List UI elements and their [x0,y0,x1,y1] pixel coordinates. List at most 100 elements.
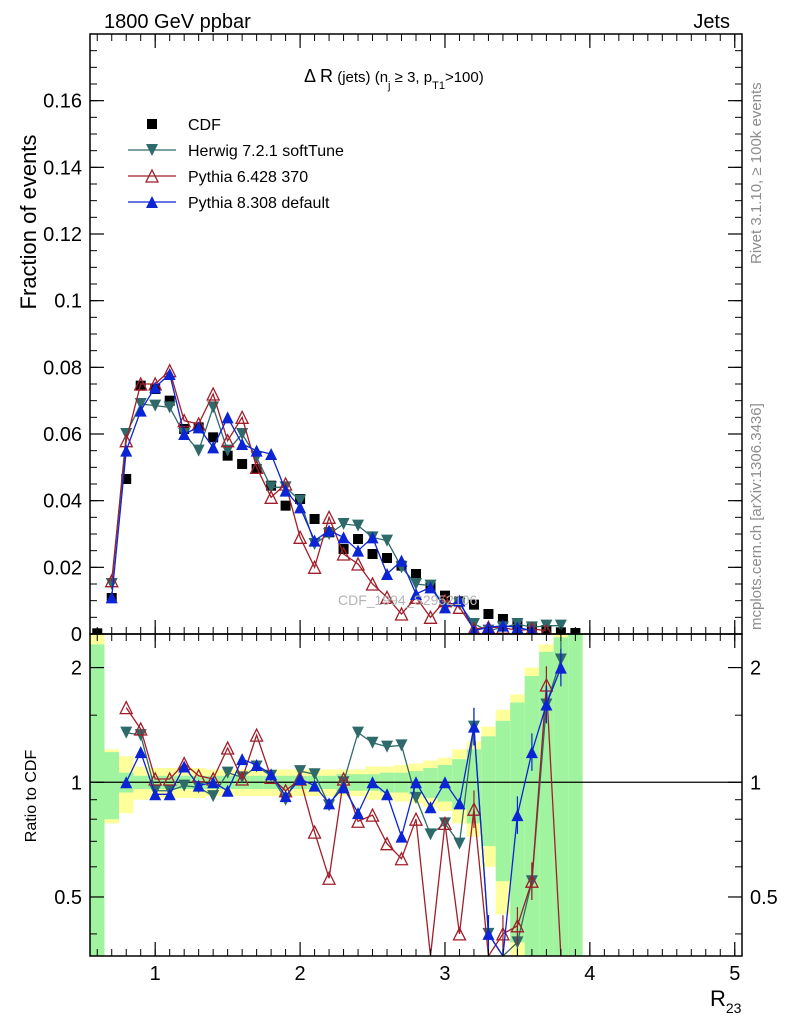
legend-entry: Pythia 6.428 370 [128,168,308,186]
ratio-pythia [120,648,567,956]
ratio-point [366,736,379,749]
data-point [353,534,364,544]
ratio-pythia [119,666,562,956]
data-point [309,514,320,524]
plot-title-sub1: (jets) (n [333,69,388,86]
data-point [149,381,162,394]
ratio-point [250,759,263,772]
data-point [104,573,119,588]
data-point [207,441,220,454]
legend-entry: CDF [147,117,221,134]
ratio-point [249,727,264,742]
data-point [221,444,234,457]
band-green-bin [90,644,105,956]
ratio-point [235,771,250,786]
legend-marker [146,196,158,208]
data-point [208,432,219,443]
ratio-point [524,873,539,888]
legend-entry: Herwig 7.2.1 softTune [128,143,344,160]
xtick-label: 5 [729,963,740,985]
data-point [264,489,279,504]
ytick-label-top: 0.04 [43,491,82,513]
ratio-point [308,768,321,781]
ratio-point [438,776,451,789]
data-point [381,568,394,580]
ratio-point [265,768,278,781]
data-point [365,576,380,591]
data-point [424,581,437,594]
ratio-series [119,640,567,956]
ytick-label-top: 0.16 [43,91,82,113]
ytick-label-top: 0.14 [43,157,82,179]
ratio-point [365,807,380,822]
ratio-point [408,811,424,826]
ratio-point [381,740,394,753]
legend: CDF Herwig 7.2.1 softTune Pythia 6.428 370… [128,117,344,212]
ratio-point [134,746,147,759]
ratio-point [236,753,249,766]
data-point [237,459,248,469]
data-point [366,531,379,544]
data-point [382,553,393,563]
legend-label: Pythia 6.428 370 [188,169,308,186]
data-point [381,534,394,547]
ratio-point [395,739,408,752]
data-point [496,619,509,632]
xtick-label: 1 [150,963,161,985]
ytick-label-top: 0.12 [43,224,82,246]
data-point [250,444,263,457]
data-point [554,619,567,632]
ratio-point [308,779,321,792]
series-herwig [105,398,567,634]
data-point [236,428,249,440]
ratio-point [467,720,480,733]
ratio-point [148,771,163,786]
ytick-label-top: 0 [71,624,82,646]
ytick-label-top: 0.02 [43,557,82,579]
ratio-point [178,779,191,792]
legend-marker [144,168,160,183]
data-point [308,534,321,547]
ratio-point [294,765,307,778]
ytick-label-top: 0.08 [43,357,82,379]
data-point [438,601,451,614]
legend-marker [146,144,158,156]
data-point [352,544,365,557]
xtick-label: 4 [584,963,595,985]
ratio-point [437,815,453,831]
band-green-bin [524,676,540,956]
data-point [352,519,365,532]
data-point [337,531,350,544]
data-point [265,448,278,460]
ratio-point [163,788,176,801]
ytick-label-top: 0.06 [43,424,82,446]
ytick-label-top: 0.1 [54,291,82,313]
series-pythia [105,368,537,634]
band-green-bin [466,749,482,824]
series-cdf [92,380,581,634]
ytick-label-ratio-left: 0.5 [54,887,82,909]
data-point [120,444,133,457]
data-point [178,428,191,440]
ratio-point [133,721,148,736]
band-green-bin [495,720,511,882]
data-point [149,399,162,412]
ytick-label-ratio-right: 2 [750,658,761,680]
legend-label: Pythia 8.308 default [188,195,330,212]
ratio-point [453,797,466,810]
data-point [336,546,351,561]
ytick-label-ratio-left: 2 [71,658,82,680]
legend-label: Herwig 7.2.1 softTune [188,143,344,160]
data-point [163,401,176,414]
data-point [410,588,422,600]
data-point [497,614,508,624]
data-point [322,509,337,524]
data-point [350,556,366,571]
ratio-point [323,797,336,810]
ratio-point [424,828,437,841]
data-point [294,494,307,507]
data-point [294,501,307,514]
ratio-point [554,661,567,674]
data-point [192,444,205,457]
